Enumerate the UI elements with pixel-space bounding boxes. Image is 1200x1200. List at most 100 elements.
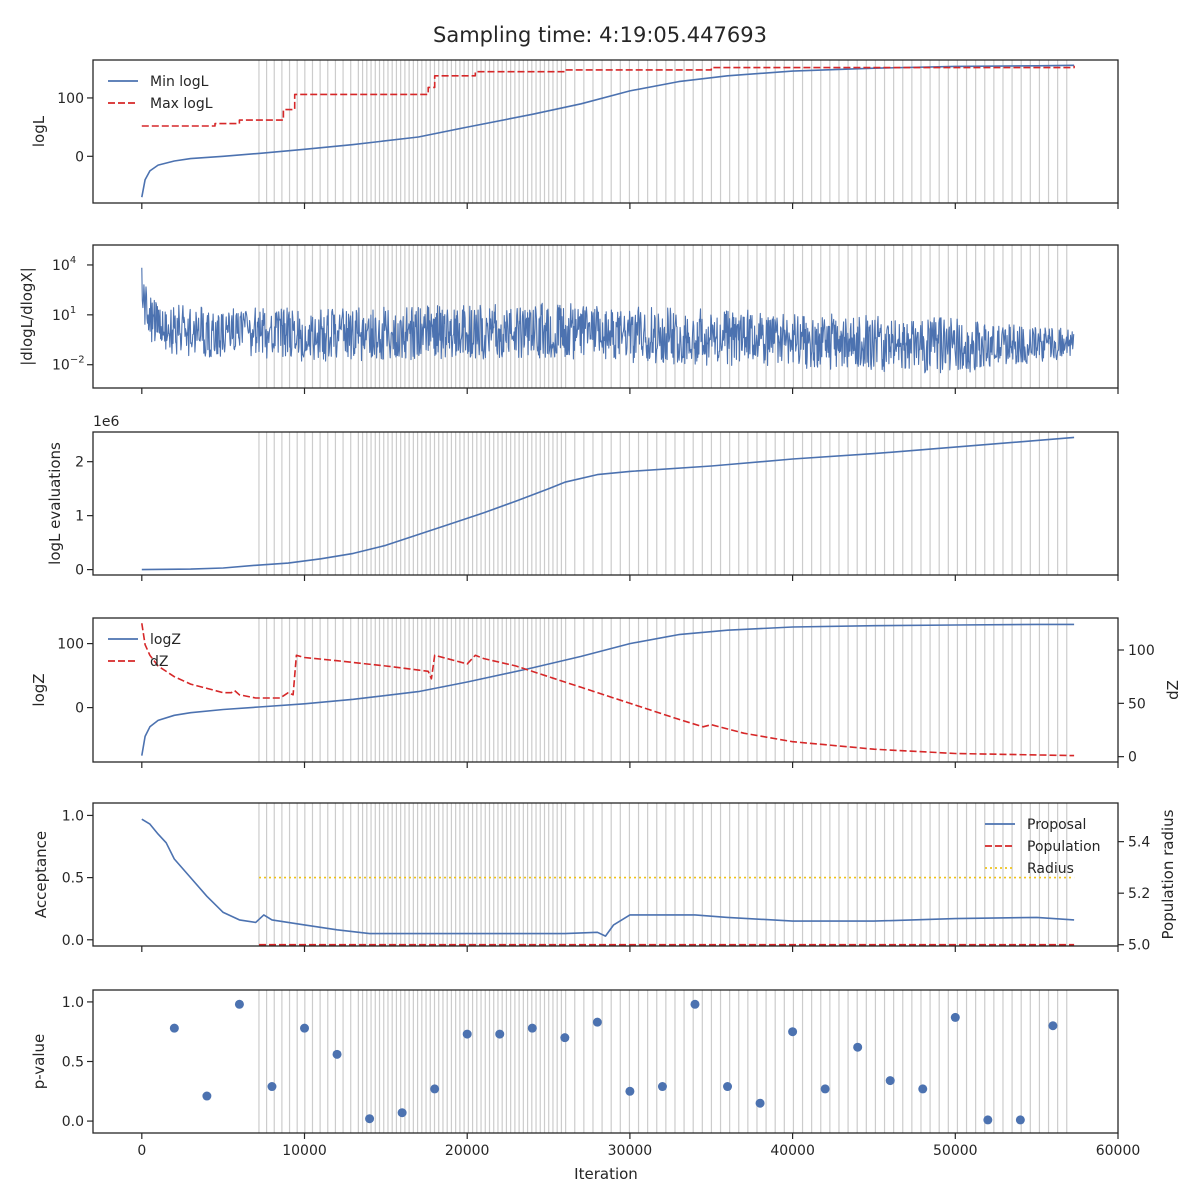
y-tick-label-right: 5.4: [1128, 835, 1150, 851]
data-layer: [141, 623, 1075, 757]
data-point: [820, 1084, 830, 1094]
data-point: [983, 1115, 993, 1125]
insertion-markers: [258, 990, 1068, 1133]
plot-frame: [92, 431, 1119, 576]
y-tick-label: 0.0: [62, 933, 84, 949]
y-tick-label: 0: [75, 563, 84, 579]
y-tick-label-right: 50: [1128, 696, 1146, 712]
insertion-markers: [258, 60, 1068, 203]
subplot-pvalue: 0 10000 20000 30000 40000 50000 60000 0.0 0.5 1.0…: [30, 989, 1141, 1159]
legend: Proposal Population Radius: [985, 817, 1101, 877]
legend-label: dZ: [150, 654, 168, 670]
x-tick-label: 40000: [770, 1143, 815, 1159]
y-axis-label: logL evaluations: [46, 442, 64, 565]
plot-frame: [92, 244, 1119, 389]
data-layer: [141, 818, 1075, 946]
data-point: [1015, 1115, 1025, 1125]
legend-label: Population: [1027, 839, 1101, 855]
x-tick-label: 30000: [608, 1143, 653, 1159]
y-tick-label: 104: [52, 255, 76, 274]
y-tick-label: 0: [75, 149, 84, 165]
data-point: [755, 1098, 765, 1108]
y-axis-label: p-value: [30, 1034, 48, 1090]
x-tick-label: 0: [137, 1143, 146, 1159]
data-point: [723, 1082, 733, 1092]
plot-frame: [92, 989, 1119, 1134]
data-point: [625, 1086, 635, 1096]
series-line: [141, 818, 1075, 937]
data-point: [169, 1023, 179, 1033]
data-layer: [141, 64, 1075, 198]
plot-frame: [92, 617, 1119, 763]
y-tick-label: 100: [57, 637, 84, 653]
y-axis-label-right: dZ: [1164, 680, 1182, 700]
data-layer: [169, 999, 1058, 1125]
y-tick-label: 1.0: [62, 995, 84, 1011]
series-line: [141, 436, 1075, 571]
series-line: [141, 623, 1075, 756]
data-point: [234, 999, 244, 1009]
y-axis-label-right: Population radius: [1159, 809, 1177, 939]
legend-label: Radius: [1027, 861, 1074, 877]
data-layer: [141, 267, 1075, 374]
series-line: [141, 65, 1075, 127]
y-tick-label: 101: [52, 305, 76, 324]
series-line: [141, 267, 1075, 374]
data-point: [1048, 1021, 1058, 1031]
subplot-logl: 0 100 logL Min logL Max logL: [30, 59, 1119, 209]
y-axis-label: |dlogL/dlogX|: [18, 267, 36, 366]
data-point: [397, 1108, 407, 1118]
y-tick-label: 0: [75, 701, 84, 717]
subplot-accept: 0.0 0.5 1.0 5.0 5.2 5.4 Population radius Accep…: [32, 802, 1177, 954]
data-point: [527, 1023, 537, 1033]
data-point: [690, 999, 700, 1009]
insertion-markers: [258, 803, 1068, 946]
legend-label: Proposal: [1027, 817, 1086, 833]
data-point: [918, 1084, 928, 1094]
y-axis-label: logZ: [30, 673, 48, 706]
data-point: [495, 1029, 505, 1039]
y-axis-label: logL: [30, 115, 48, 147]
x-tick-label: 60000: [1096, 1143, 1141, 1159]
data-point: [657, 1082, 667, 1092]
data-point: [950, 1012, 960, 1022]
legend-label: Max logL: [150, 96, 213, 112]
series-line: [141, 623, 1075, 757]
x-tick-label: 50000: [933, 1143, 978, 1159]
subplot-evals: 0 1 2 logL evaluations 1e6: [46, 414, 1119, 581]
data-point: [885, 1076, 895, 1086]
insertion-markers: [258, 432, 1068, 575]
data-point: [300, 1023, 310, 1033]
data-point: [202, 1091, 212, 1101]
y-tick-label-right: 100: [1128, 643, 1155, 659]
y-tick-label: 10−2: [52, 355, 85, 374]
y-tick-label: 2: [75, 455, 84, 471]
y-tick-label-right: 0: [1128, 750, 1137, 766]
y-tick-label: 0.5: [62, 871, 84, 887]
y-tick-label: 1.0: [62, 808, 84, 824]
data-point: [560, 1033, 570, 1043]
data-point: [853, 1042, 863, 1052]
y-tick-label-right: 5.0: [1128, 938, 1150, 954]
data-layer: [141, 436, 1075, 571]
y-tick-exponent: 1: [70, 305, 76, 316]
data-point: [462, 1029, 472, 1039]
insertion-markers: [258, 618, 1068, 762]
y-axis-label: Acceptance: [32, 831, 50, 918]
data-point: [592, 1017, 602, 1027]
plot-frame: [92, 59, 1119, 204]
y-tick-exponent: 4: [70, 255, 76, 266]
plot-frame: [92, 802, 1119, 947]
x-axis-label: Iteration: [574, 1165, 638, 1183]
legend-label: Min logL: [150, 74, 209, 90]
y-tick-label: 0.0: [62, 1114, 84, 1130]
y-tick-exponent: −2: [70, 355, 85, 366]
subplot-dlogl: 10−2 101 104 |dlogL/dlogX|: [18, 244, 1119, 394]
y-tick-label: 1: [75, 509, 84, 525]
x-tick-label: 20000: [445, 1143, 490, 1159]
y-tick-label: 0.5: [62, 1055, 84, 1071]
figure-title: Sampling time: 4:19:05.447693: [433, 23, 767, 47]
legend: Min logL Max logL: [108, 74, 213, 112]
legend: logZ dZ: [108, 632, 181, 670]
